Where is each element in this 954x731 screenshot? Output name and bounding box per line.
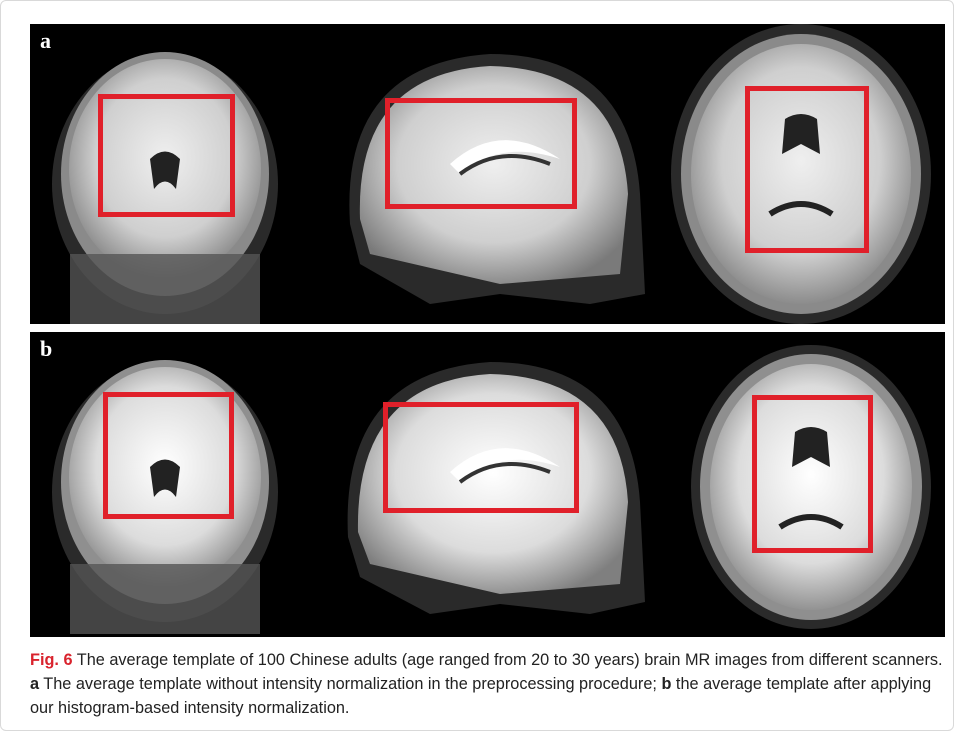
figure-number: Fig. 6	[30, 651, 73, 669]
roi-box-coronal-b	[103, 392, 234, 519]
caption-text-1: The average template of 100 Chinese adul…	[76, 651, 943, 669]
coronal-slice	[52, 52, 278, 324]
coronal-slice	[52, 360, 278, 634]
caption-part-b: b	[661, 675, 672, 693]
caption-text-3: the average template after applying our …	[30, 675, 932, 717]
roi-box-axial-a	[745, 86, 869, 253]
roi-box-coronal-a	[98, 94, 235, 217]
roi-box-sagittal-a	[385, 98, 577, 209]
roi-box-sagittal-b	[383, 402, 579, 513]
caption-text-2: The average template without intensity n…	[43, 675, 657, 693]
sagittal-slice	[349, 54, 645, 304]
roi-box-axial-b	[752, 395, 873, 553]
figure-panel-b: b	[30, 332, 945, 637]
sagittal-slice	[347, 362, 645, 614]
figure-panel-a: a	[30, 24, 945, 324]
panel-label-a: a	[40, 28, 51, 53]
panel-label-b: b	[40, 336, 53, 361]
figure-caption: Fig. 6 The average template of 100 Chine…	[30, 648, 945, 720]
caption-part-a: a	[30, 675, 40, 693]
